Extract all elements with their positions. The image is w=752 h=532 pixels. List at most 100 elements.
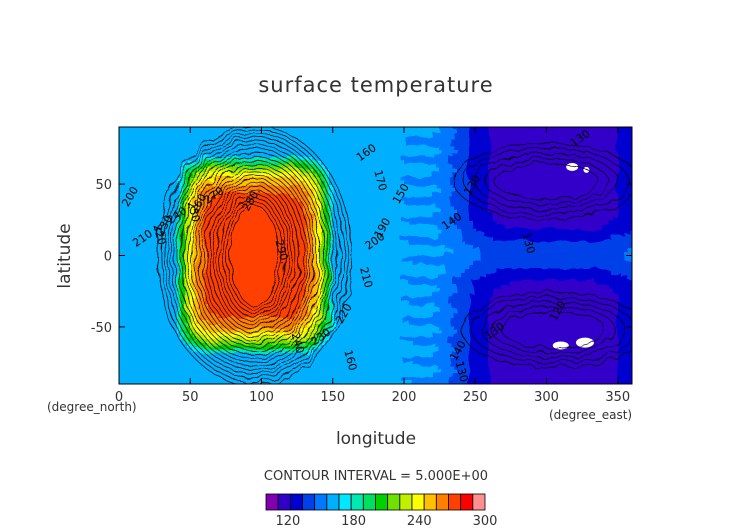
heat-cell: [369, 245, 374, 250]
heat-cell: [325, 345, 330, 350]
heat-cell: [397, 157, 402, 162]
heat-cell: [137, 161, 142, 166]
heat-cell: [365, 213, 370, 218]
heat-cell: [217, 253, 222, 258]
heat-cell: [173, 305, 178, 310]
heat-cell: [269, 337, 274, 342]
heat-cell: [233, 313, 238, 318]
heat-cell: [217, 277, 222, 282]
heat-cell: [329, 321, 334, 326]
heat-cell: [381, 389, 386, 394]
heat-cell: [173, 353, 178, 358]
heat-cell: [401, 201, 406, 206]
heat-cell: [119, 257, 122, 262]
heat-cell: [169, 213, 174, 218]
heat-cell: [317, 321, 322, 326]
heat-cell: [337, 157, 342, 162]
heat-cell: [385, 349, 390, 354]
heat-cell: [353, 225, 358, 230]
heat-cell: [289, 127, 294, 130]
heat-cell: [337, 329, 342, 334]
heat-cell: [373, 149, 378, 154]
heat-cell: [217, 173, 222, 178]
heat-cell: [209, 205, 214, 210]
heat-cell: [161, 297, 166, 302]
heat-cell: [357, 197, 362, 202]
heat-cell: [129, 229, 134, 234]
heat-cell: [393, 357, 398, 362]
heat-cell: [141, 237, 146, 242]
heat-cell: [265, 225, 270, 230]
heat-cell: [337, 349, 342, 354]
heat-cell: [377, 333, 382, 338]
heat-cell: [401, 329, 406, 334]
heat-cell: [213, 137, 218, 142]
heat-cell: [249, 269, 254, 274]
heat-cell: [117, 385, 122, 390]
heat-cell: [201, 177, 206, 182]
heat-cell: [221, 229, 226, 234]
heat-cell: [129, 317, 134, 322]
heat-cell: [129, 169, 134, 174]
heat-cell: [133, 273, 138, 278]
heat-cell: [257, 317, 262, 322]
heat-cell: [337, 345, 342, 350]
heat-cell: [209, 169, 214, 174]
heat-cell: [197, 237, 202, 242]
heat-cell: [309, 209, 314, 214]
heat-cell: [373, 273, 378, 278]
heat-cell: [253, 189, 258, 194]
heat-cell: [333, 293, 338, 298]
heat-cell: [161, 249, 166, 254]
heat-cell: [209, 285, 214, 290]
heat-cell: [177, 265, 182, 270]
heat-cell: [125, 373, 130, 378]
heat-cell: [137, 149, 142, 154]
heat-cell: [189, 213, 194, 218]
heat-cell: [253, 297, 258, 302]
heat-cell: [317, 297, 322, 302]
heat-cell: [185, 253, 190, 258]
heat-cell: [345, 317, 350, 322]
heat-cell: [389, 249, 394, 254]
heat-cell: [309, 369, 314, 374]
heat-cell: [205, 389, 210, 394]
heat-cell: [245, 149, 250, 154]
heat-cell: [341, 305, 346, 310]
heat-cell: [249, 281, 254, 286]
heat-cell: [401, 127, 406, 130]
heat-cell: [217, 201, 222, 206]
heat-cell: [357, 209, 362, 214]
heat-cell: [201, 301, 206, 306]
heat-cell: [229, 137, 234, 142]
heat-cell: [301, 277, 306, 282]
heat-cell: [189, 377, 194, 382]
heat-cell: [137, 245, 142, 250]
heat-cell: [137, 233, 142, 238]
heat-cell: [193, 233, 198, 238]
heat-cell: [365, 165, 370, 170]
heat-cell: [373, 181, 378, 186]
heat-cell: [225, 197, 230, 202]
heat-cell: [401, 377, 406, 382]
heat-cell: [233, 325, 238, 330]
heat-cell: [341, 289, 346, 294]
heat-cell: [389, 337, 394, 342]
heat-cell: [245, 129, 250, 134]
heat-cell: [209, 209, 214, 214]
heat-cell: [153, 301, 158, 306]
heat-cell: [397, 301, 402, 306]
heat-cell: [209, 173, 214, 178]
heat-cell: [145, 189, 150, 194]
heat-cell: [365, 129, 370, 134]
heat-cell: [201, 213, 206, 218]
heat-cell: [137, 181, 142, 186]
heat-cell: [165, 321, 170, 326]
heat-cell: [369, 133, 374, 138]
heat-cell: [285, 249, 290, 254]
heat-cell: [393, 209, 398, 214]
heat-cell: [325, 121, 330, 126]
heat-cell: [381, 289, 386, 294]
heat-cell: [345, 181, 350, 186]
heat-cell: [289, 217, 294, 222]
